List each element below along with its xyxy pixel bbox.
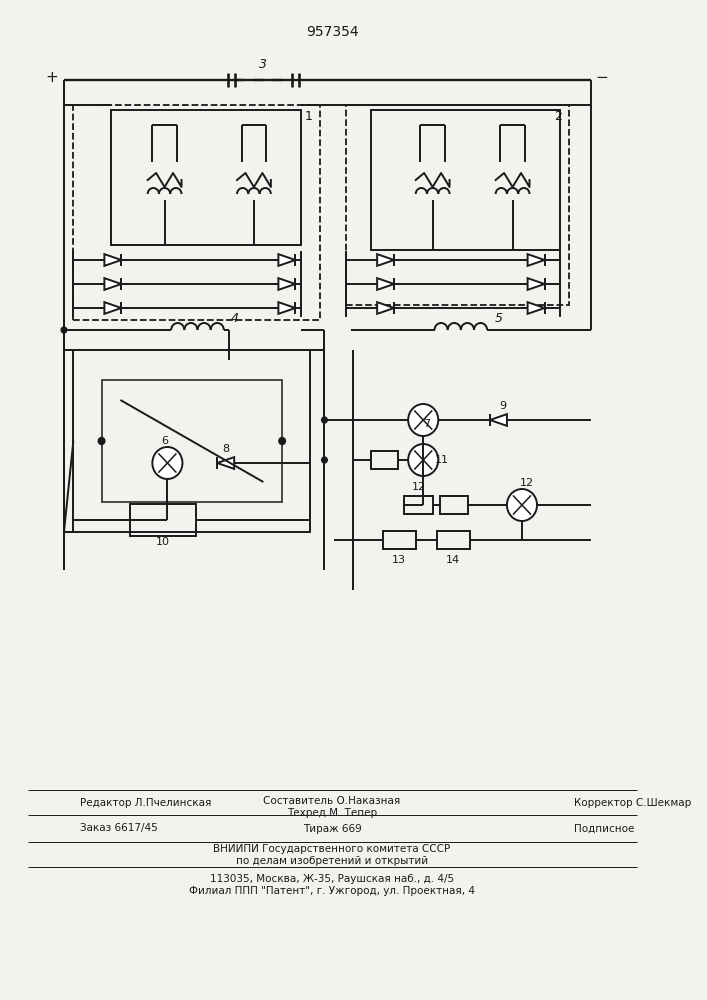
Text: Заказ 6617/45: Заказ 6617/45 <box>80 824 158 834</box>
Text: 5: 5 <box>494 312 503 324</box>
Bar <box>371 451 398 469</box>
Bar <box>438 531 470 549</box>
Text: 11: 11 <box>435 455 449 465</box>
Polygon shape <box>279 278 296 290</box>
Text: 12: 12 <box>520 478 534 488</box>
Text: Составитель О.Наказная: Составитель О.Наказная <box>264 796 401 806</box>
Text: Редактор Л.Пчелинская: Редактор Л.Пчелинская <box>80 798 211 808</box>
Bar <box>74 105 320 320</box>
Circle shape <box>61 327 66 333</box>
Text: 1: 1 <box>305 110 312 123</box>
Text: 3: 3 <box>259 57 267 70</box>
Text: 14: 14 <box>446 555 460 565</box>
Text: ВНИИПИ Государственного комитета СССР: ВНИИПИ Государственного комитета СССР <box>214 844 450 854</box>
Text: 8: 8 <box>222 444 229 454</box>
Text: +: + <box>45 70 58 86</box>
Polygon shape <box>377 278 394 290</box>
Text: 6: 6 <box>161 436 168 446</box>
Bar <box>346 105 569 305</box>
Text: 113035, Москва, Ж-35, Раушская наб., д. 4/5: 113035, Москва, Ж-35, Раушская наб., д. … <box>210 874 454 884</box>
Polygon shape <box>105 278 122 290</box>
Text: Техред М. Тепер: Техред М. Тепер <box>287 808 377 818</box>
Polygon shape <box>105 302 122 314</box>
Text: 13: 13 <box>392 555 406 565</box>
Text: Корректор С.Шекмар: Корректор С.Шекмар <box>573 798 691 808</box>
Circle shape <box>322 417 327 423</box>
Text: Тираж 669: Тираж 669 <box>303 824 361 834</box>
Circle shape <box>98 438 105 444</box>
Text: −: − <box>595 70 608 86</box>
Circle shape <box>279 438 286 444</box>
Text: 10: 10 <box>156 537 170 547</box>
Polygon shape <box>527 302 544 314</box>
Circle shape <box>408 404 438 436</box>
Bar <box>382 531 416 549</box>
Text: 957354: 957354 <box>305 25 358 39</box>
Circle shape <box>322 457 327 463</box>
Bar <box>440 496 468 514</box>
Bar <box>111 110 301 245</box>
Text: 4: 4 <box>231 312 239 324</box>
Polygon shape <box>527 254 544 266</box>
Polygon shape <box>279 254 296 266</box>
Text: Филиал ППП "Патент", г. Ужгород, ул. Проектная, 4: Филиал ППП "Патент", г. Ужгород, ул. Про… <box>189 886 475 896</box>
Polygon shape <box>527 278 544 290</box>
Bar <box>404 496 433 514</box>
Bar <box>130 504 196 536</box>
Text: Подписное: Подписное <box>573 824 634 834</box>
Polygon shape <box>279 302 296 314</box>
Text: по делам изобретений и открытий: по делам изобретений и открытий <box>236 856 428 865</box>
Polygon shape <box>217 457 234 469</box>
Text: 2: 2 <box>554 110 561 123</box>
Polygon shape <box>490 414 507 426</box>
Bar <box>371 110 559 250</box>
Bar <box>102 380 282 502</box>
Circle shape <box>153 447 182 479</box>
Text: 9: 9 <box>500 401 507 411</box>
Bar <box>74 350 310 532</box>
Circle shape <box>507 489 537 521</box>
Polygon shape <box>105 254 122 266</box>
Text: 7: 7 <box>423 419 431 429</box>
Text: 12: 12 <box>411 482 426 492</box>
Circle shape <box>408 444 438 476</box>
Polygon shape <box>377 302 394 314</box>
Polygon shape <box>377 254 394 266</box>
